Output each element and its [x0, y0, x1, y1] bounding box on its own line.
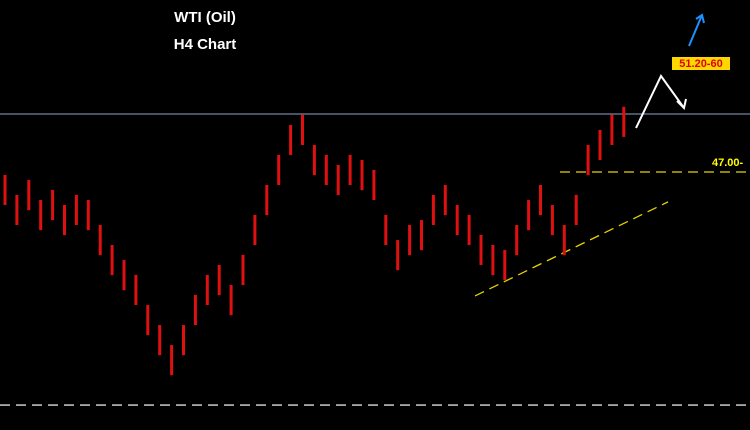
trend-line: [474, 201, 669, 297]
target-arrow: [688, 14, 703, 47]
arrow-head: [676, 98, 687, 110]
chart-subtitle: H4 Chart: [174, 36, 237, 53]
target-label: 51.20-60: [679, 58, 722, 70]
plot: 47.00-: [0, 106, 750, 406]
arrow-head: [695, 13, 705, 24]
projection-arrow: [635, 74, 685, 129]
chart-title: WTI (Oil): [174, 9, 236, 26]
support-label: 47.00-: [712, 157, 744, 169]
target-box: [672, 57, 730, 70]
